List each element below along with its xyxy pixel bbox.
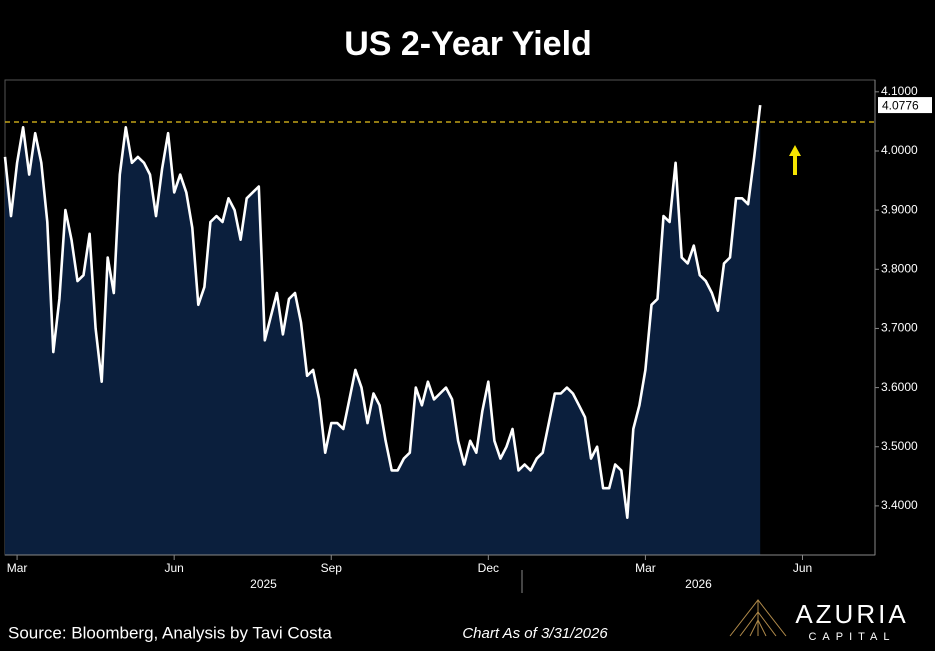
logo-sub: CAPITAL (808, 631, 895, 643)
x-tick-label: Mar (635, 561, 656, 575)
x-tick-label: Jun (793, 561, 812, 575)
chart-title: US 2-Year Yield (344, 25, 592, 63)
y-tick-label: 3.4000 (881, 498, 918, 512)
area (5, 105, 761, 555)
y-tick-label: 3.8000 (881, 261, 918, 275)
x-tick-label: Dec (478, 561, 499, 575)
last-value-box (878, 97, 932, 114)
y-tick-label: 4.1000 (881, 84, 918, 98)
y-tick-label: 3.6000 (881, 380, 918, 394)
x-tick-label: Sep (321, 561, 343, 575)
x-tick-label: Mar (7, 561, 28, 575)
x-tick-label: Jun (164, 561, 183, 575)
y-tick-label: 4.0000 (881, 143, 918, 157)
year-label: 2025 (250, 577, 277, 591)
y-tick-label: 3.7000 (881, 321, 918, 335)
y-tick-label: 3.5000 (881, 439, 918, 453)
logo-icon (729, 599, 787, 637)
up-arrow (789, 145, 801, 175)
source-note: Source: Bloomberg, Analysis by Tavi Cost… (8, 623, 332, 642)
last-value-label: 4.0776 (882, 98, 919, 112)
line (3, 104, 762, 519)
logo-name: AZURIA (795, 599, 908, 629)
plot-area: 3.4000 3.5000 3.6000 3.7000 3.8000 3.9000 4.00… (3, 79, 932, 593)
as-of-note: Chart As of 3/31/2026 (462, 625, 608, 642)
y-tick-label: 3.9000 (881, 202, 918, 216)
year-label: 2026 (685, 577, 712, 591)
